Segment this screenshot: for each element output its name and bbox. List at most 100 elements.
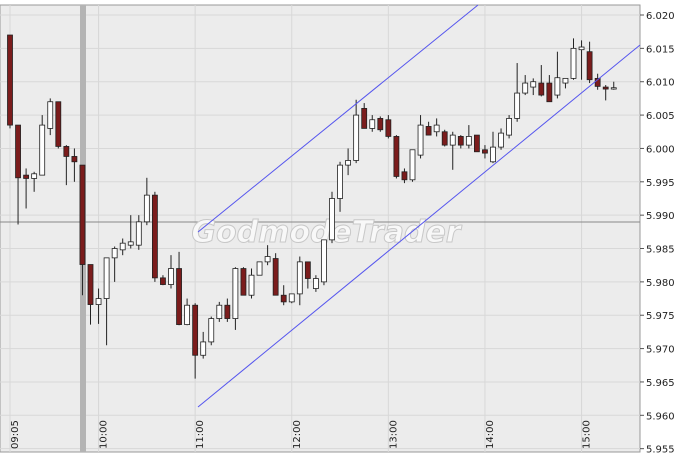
candle-body <box>506 118 513 136</box>
candle-body <box>39 124 46 176</box>
y-tick-label: 5.995 <box>646 178 675 189</box>
candle-body <box>264 256 271 263</box>
candle-body <box>224 304 231 319</box>
y-tick-label: 5.990 <box>646 211 675 222</box>
candle-body <box>280 294 287 303</box>
candle-body <box>232 268 239 319</box>
candle-body <box>63 146 70 157</box>
candle-body <box>562 77 569 84</box>
candle-body <box>449 134 456 146</box>
candle-body <box>369 119 376 129</box>
candle-body <box>184 304 191 325</box>
x-tick-label: 14:00 <box>485 420 496 449</box>
y-tick-label: 6.020 <box>646 11 675 22</box>
candle-body <box>473 134 480 153</box>
candle-body <box>409 149 416 181</box>
candle-body <box>200 341 207 356</box>
x-tick-label: 15:00 <box>582 420 593 449</box>
candles <box>7 34 617 379</box>
candle-body <box>602 86 609 90</box>
candle-body <box>143 194 150 223</box>
candle-body <box>401 171 408 181</box>
candle-body <box>578 46 585 51</box>
candle-body <box>240 268 247 296</box>
candle-body <box>417 124 424 156</box>
candle-body <box>514 92 521 119</box>
candle-body <box>586 51 593 81</box>
candle-body <box>594 77 601 87</box>
x-tick-label: 10:00 <box>99 420 110 449</box>
candle-body <box>87 264 94 305</box>
candle-body <box>546 82 553 103</box>
grid <box>0 5 640 452</box>
candle-body <box>329 198 335 241</box>
candle-body <box>79 164 86 265</box>
x-tick-label: 09:05 <box>10 420 21 449</box>
watermark: GodmodeTrader <box>191 215 462 250</box>
candle-body <box>192 304 199 356</box>
candle-body <box>457 136 464 146</box>
candle-body <box>337 164 343 199</box>
candle-body <box>321 239 327 283</box>
candle-body <box>216 304 223 319</box>
y-tick-label: 5.960 <box>646 411 675 422</box>
x-tick-label: 13:00 <box>388 420 399 449</box>
candle-body <box>15 124 21 179</box>
candle-body <box>393 136 400 177</box>
candle-body <box>490 146 496 163</box>
candle-body <box>304 261 311 279</box>
candle-body <box>498 132 504 148</box>
candle-body <box>312 278 319 289</box>
candle-body <box>441 131 448 146</box>
candle-body <box>160 277 166 285</box>
candle-body <box>296 261 303 295</box>
candle-body <box>151 194 158 279</box>
candle-body <box>570 47 577 79</box>
candle-body <box>482 149 488 154</box>
candle-body <box>530 81 537 88</box>
y-tick-label: 6.015 <box>646 44 675 55</box>
candle-body <box>345 160 352 166</box>
x-tick-label: 12:00 <box>292 420 303 449</box>
candle-body <box>538 82 545 96</box>
y-tick-label: 5.965 <box>646 378 675 389</box>
y-tick-label: 5.980 <box>646 278 675 289</box>
x-tick-label: 11:00 <box>195 420 206 449</box>
y-tick-label: 5.985 <box>646 245 675 256</box>
candle-body <box>127 241 134 246</box>
candle-body <box>522 82 529 94</box>
candle-body <box>47 101 54 129</box>
candle-body <box>385 119 392 137</box>
candle-body <box>433 124 440 133</box>
candle-body <box>361 108 368 129</box>
candle-body <box>95 298 102 305</box>
candle-body <box>610 87 617 90</box>
y-tick-label: 5.975 <box>646 311 675 322</box>
upper-trend-line <box>197 4 479 233</box>
y-tick-label: 5.955 <box>646 445 675 456</box>
candle-body <box>119 242 126 251</box>
candle-body <box>111 248 118 259</box>
candle-body <box>208 318 215 343</box>
candle-body <box>103 257 110 299</box>
candle-body <box>7 34 13 126</box>
candle-body <box>256 261 263 276</box>
candle-body <box>425 126 432 136</box>
y-tick-label: 6.005 <box>646 111 675 122</box>
axes: 6.020 6.015 6.010 6.005 6.000 5.995 5.990 5.985… <box>10 11 675 456</box>
y-tick-label: 6.000 <box>646 144 675 155</box>
candle-body <box>55 101 62 147</box>
candle-body <box>23 174 30 179</box>
lower-trend-line <box>197 44 641 408</box>
candle-body <box>465 136 472 146</box>
candle-body <box>353 114 360 161</box>
candle-body <box>288 293 295 303</box>
candle-body <box>71 156 78 163</box>
candle-body <box>377 118 384 131</box>
candle-body <box>554 77 561 96</box>
candle-body <box>248 274 255 296</box>
y-tick-label: 6.010 <box>646 78 675 89</box>
candle-body <box>135 221 142 246</box>
